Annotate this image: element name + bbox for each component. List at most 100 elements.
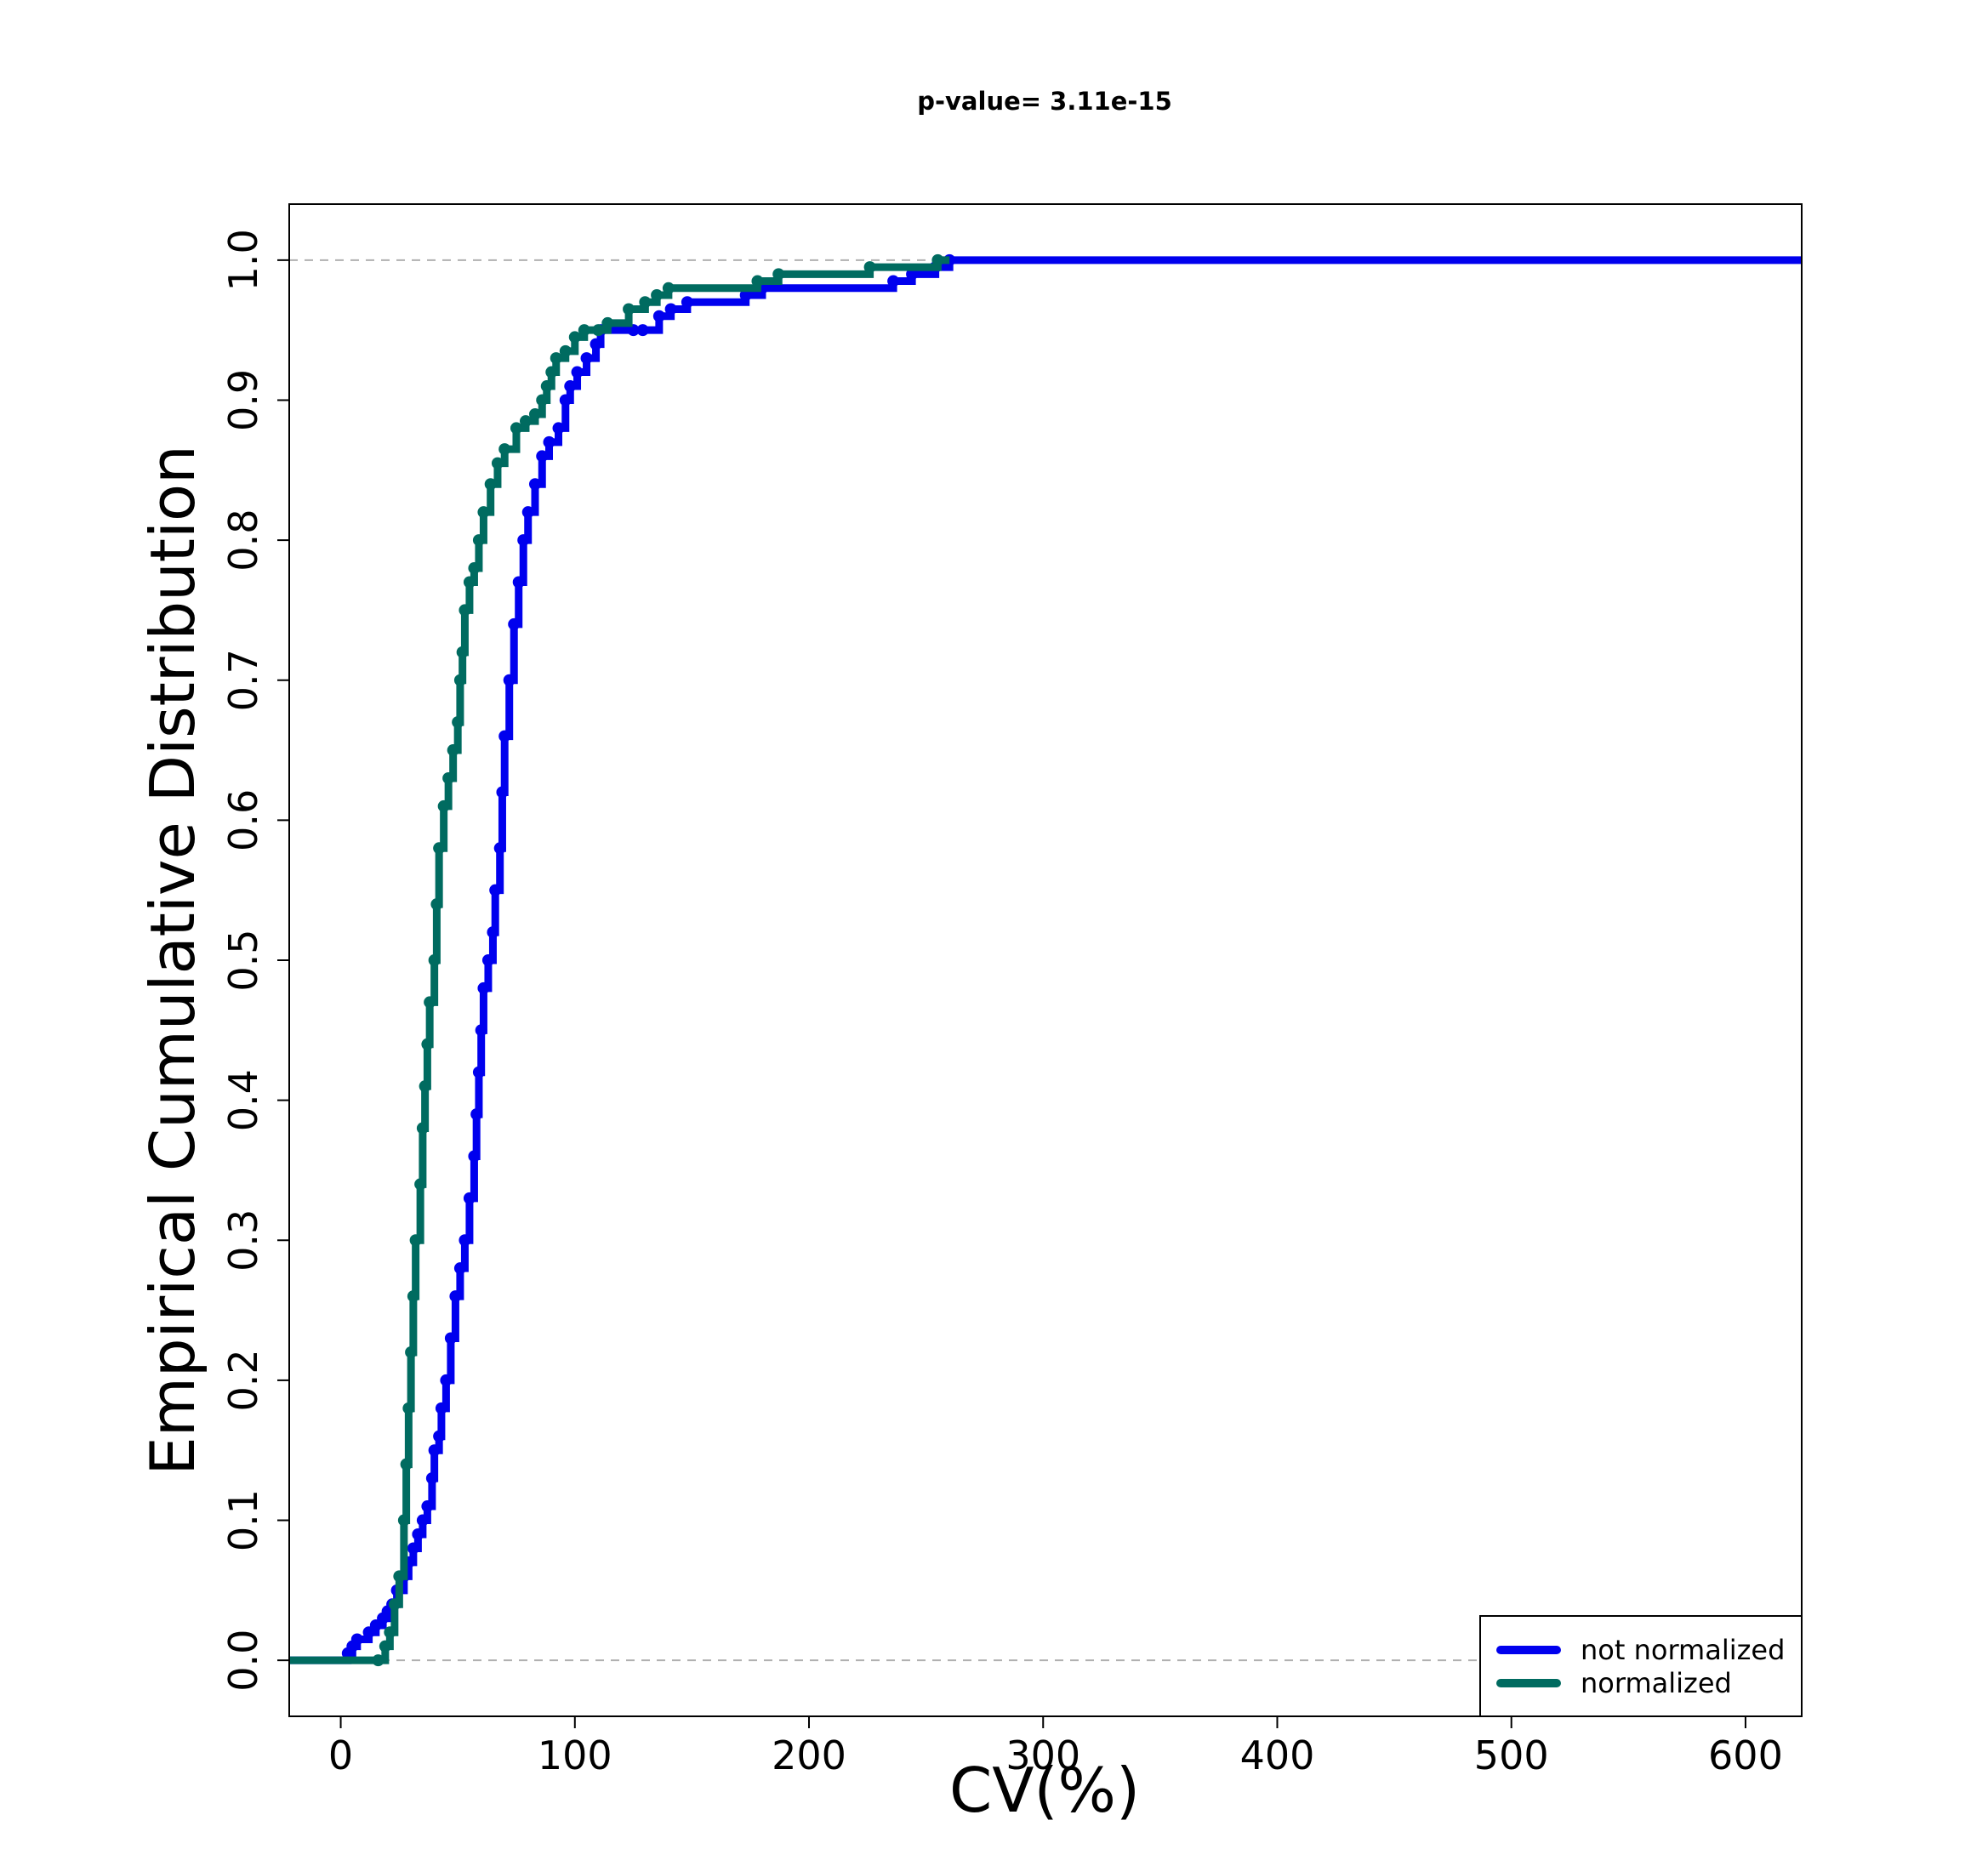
data-point bbox=[559, 394, 572, 407]
data-point bbox=[425, 1472, 438, 1485]
data-point bbox=[463, 1192, 476, 1204]
x-tick-label: 500 bbox=[1474, 1732, 1549, 1778]
y-tick-label: 0.3 bbox=[220, 1209, 266, 1272]
series-line-1 bbox=[289, 256, 950, 1664]
data-point bbox=[393, 1570, 406, 1583]
data-point bbox=[564, 380, 577, 393]
data-point bbox=[571, 366, 584, 378]
data-point bbox=[414, 1178, 427, 1191]
data-point bbox=[517, 534, 530, 547]
data-point bbox=[453, 674, 466, 686]
y-tick-label: 0.9 bbox=[220, 369, 266, 431]
data-point bbox=[536, 450, 549, 463]
series-line-0 bbox=[289, 256, 1802, 1664]
data-point bbox=[681, 296, 693, 309]
data-point bbox=[424, 996, 436, 1009]
y-tick-label: 1.0 bbox=[220, 229, 266, 291]
data-point bbox=[491, 457, 504, 469]
data-point bbox=[468, 1150, 481, 1163]
series-0 bbox=[289, 253, 1802, 1664]
data-point bbox=[751, 275, 764, 287]
y-tick-label: 0.0 bbox=[220, 1630, 266, 1692]
data-point bbox=[772, 268, 785, 281]
data-point bbox=[470, 1108, 483, 1121]
data-point bbox=[416, 1122, 429, 1135]
data-point bbox=[580, 352, 593, 365]
data-point bbox=[487, 926, 499, 939]
data-point bbox=[421, 1038, 434, 1050]
data-point bbox=[664, 303, 677, 316]
data-point bbox=[550, 352, 562, 365]
data-point bbox=[503, 674, 516, 686]
data-point bbox=[428, 1444, 441, 1457]
data-point bbox=[521, 506, 534, 519]
data-point bbox=[405, 1346, 418, 1358]
data-point bbox=[662, 282, 675, 294]
series-1 bbox=[289, 253, 950, 1667]
data-point bbox=[739, 289, 752, 302]
legend-label: normalized bbox=[1581, 1667, 1732, 1699]
data-point bbox=[384, 1626, 396, 1639]
data-point bbox=[459, 1234, 471, 1247]
data-point bbox=[510, 422, 522, 435]
data-point bbox=[409, 1234, 422, 1247]
data-point bbox=[437, 799, 450, 812]
y-tick-label: 0.6 bbox=[220, 789, 266, 851]
data-point bbox=[449, 1290, 462, 1303]
data-point bbox=[412, 1528, 424, 1540]
y-tick-label: 0.7 bbox=[220, 649, 266, 711]
y-tick-label: 0.5 bbox=[220, 929, 266, 991]
data-point bbox=[498, 730, 511, 742]
data-point bbox=[528, 478, 541, 491]
data-point bbox=[636, 324, 649, 337]
data-point bbox=[475, 1024, 487, 1037]
x-tick-label: 300 bbox=[1005, 1732, 1080, 1778]
data-point bbox=[543, 435, 555, 448]
data-point bbox=[453, 1262, 466, 1275]
data-point bbox=[456, 646, 469, 658]
y-tick-label: 0.4 bbox=[220, 1069, 266, 1131]
data-point bbox=[590, 338, 602, 350]
data-point bbox=[350, 1633, 363, 1646]
data-point bbox=[568, 331, 581, 344]
data-point bbox=[463, 576, 476, 589]
data-point bbox=[477, 981, 490, 994]
y-tick-label: 0.1 bbox=[220, 1489, 266, 1551]
data-point bbox=[508, 617, 521, 630]
data-point bbox=[592, 324, 605, 337]
legend-box bbox=[1479, 1615, 1803, 1717]
y-tick-label: 0.2 bbox=[220, 1349, 266, 1411]
data-point bbox=[863, 261, 876, 274]
data-point bbox=[639, 296, 652, 309]
data-point bbox=[447, 744, 459, 757]
data-point bbox=[433, 1430, 446, 1442]
data-point bbox=[559, 344, 572, 357]
data-point bbox=[540, 380, 553, 393]
data-point bbox=[552, 422, 565, 435]
data-point bbox=[512, 576, 525, 589]
data-point bbox=[468, 562, 481, 575]
reference-lines bbox=[289, 259, 1802, 1662]
chart-title: p-value= 3.11e-15 bbox=[917, 87, 1172, 116]
y-axis: 0.0 0.1 0.2 0.3 0.4 0.5 0.6 0.7 0.8 0.9 1.0 bbox=[220, 229, 289, 1692]
data-point bbox=[379, 1640, 391, 1653]
data-point bbox=[372, 1654, 384, 1667]
data-point bbox=[388, 1598, 401, 1611]
data-point bbox=[496, 786, 509, 799]
data-point bbox=[407, 1290, 419, 1303]
x-tick-label: 200 bbox=[772, 1732, 846, 1778]
data-point bbox=[623, 303, 635, 316]
data-point bbox=[489, 884, 502, 896]
data-point bbox=[397, 1514, 410, 1527]
data-point bbox=[440, 1374, 453, 1386]
data-point bbox=[481, 954, 494, 966]
data-point bbox=[400, 1458, 413, 1471]
data-point bbox=[419, 1080, 431, 1093]
data-point bbox=[477, 506, 490, 519]
x-tick-label: 0 bbox=[328, 1732, 353, 1778]
x-axis-title: CV(%) bbox=[949, 1755, 1140, 1826]
x-tick-label: 400 bbox=[1240, 1732, 1315, 1778]
data-point bbox=[459, 604, 471, 617]
